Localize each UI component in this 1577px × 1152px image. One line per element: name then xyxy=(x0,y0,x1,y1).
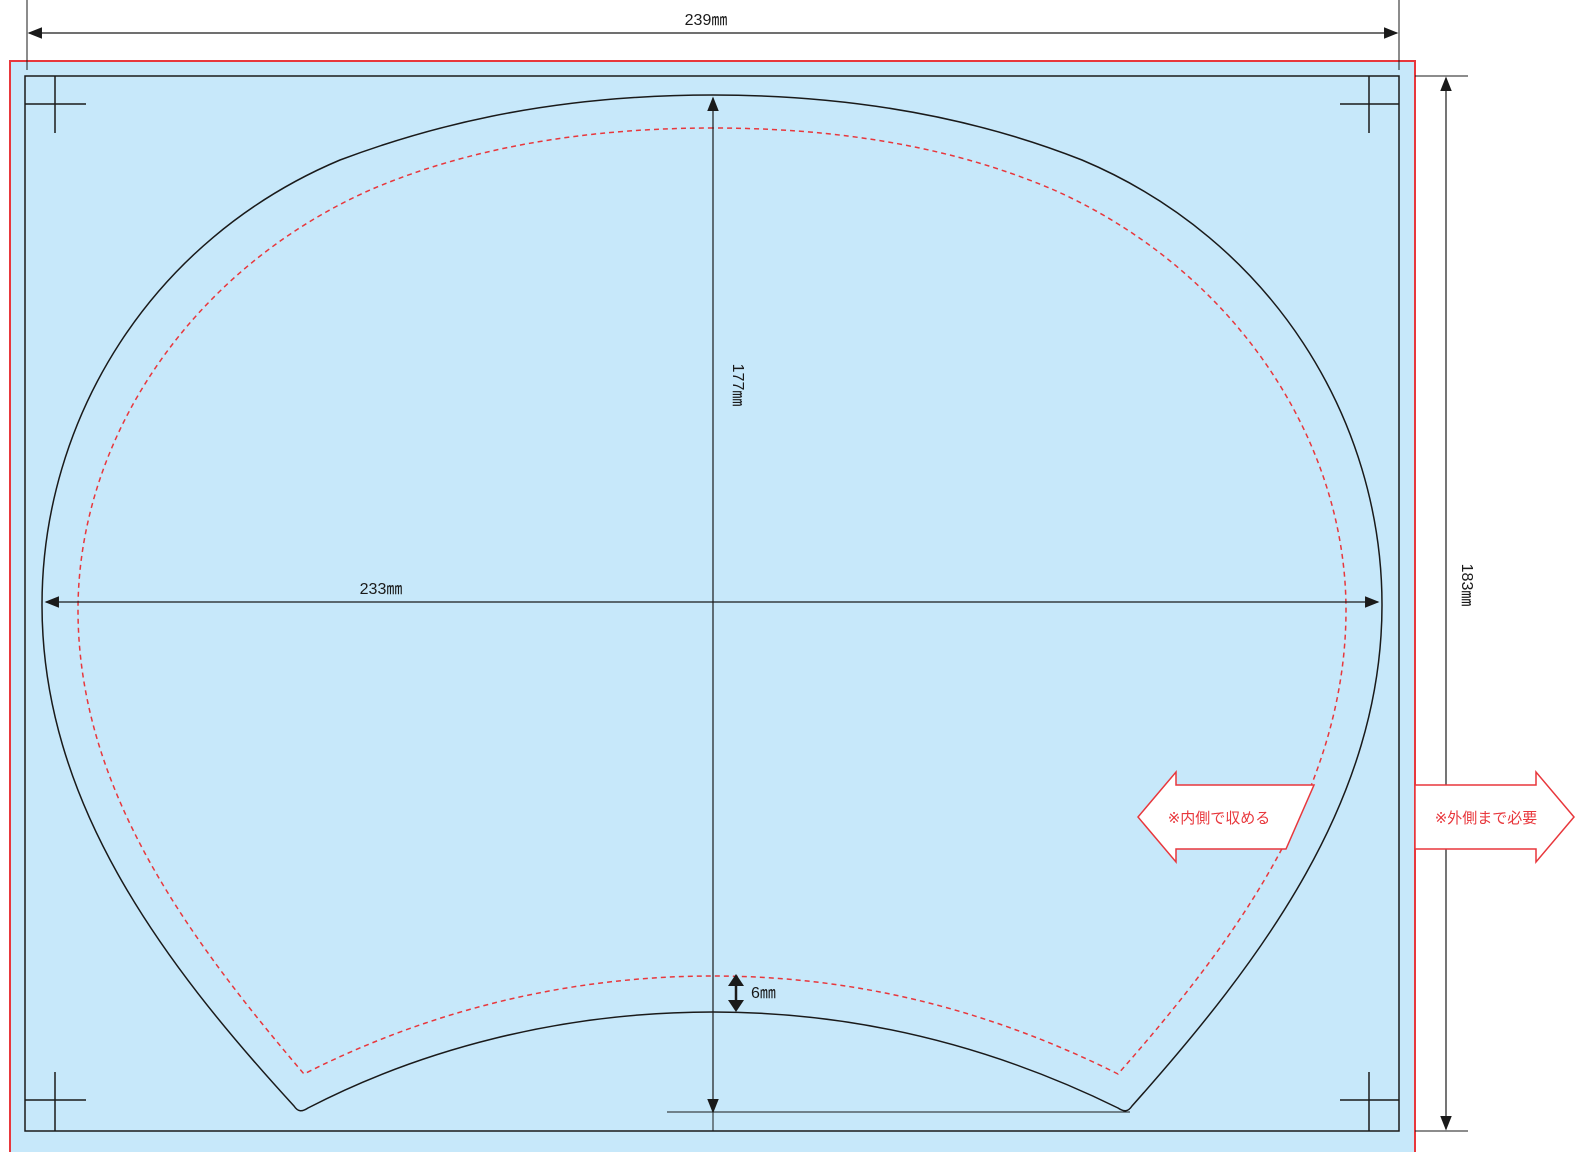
crop-mark-top-right-icon xyxy=(1340,76,1399,133)
safe-area-dashed-line xyxy=(77,127,1347,1075)
margin-dimension: 6㎜ xyxy=(728,974,776,1012)
crop-mark-bottom-left-icon xyxy=(25,1072,86,1131)
overall-width-label: 239㎜ xyxy=(685,12,728,29)
trim-rectangle xyxy=(24,75,1400,1132)
outside-note: ※外側まで必要 xyxy=(1435,809,1538,827)
outside-callout: ※外側まで必要 xyxy=(1414,769,1575,865)
left-arrow-icon xyxy=(1137,769,1316,865)
margin-label: 6㎜ xyxy=(751,985,776,1002)
crop-mark-bottom-right-icon xyxy=(1340,1072,1399,1131)
shape-width-label: 233㎜ xyxy=(360,581,403,598)
right-arrow-icon xyxy=(1414,769,1575,865)
inside-note: ※内側で収める xyxy=(1168,809,1271,827)
crop-mark-top-left-icon xyxy=(25,76,86,133)
margin-arrow-up-icon xyxy=(728,974,744,986)
shape-height-dimension: 177㎜ xyxy=(667,96,1130,1131)
overall-height-label: 183㎜ xyxy=(1458,564,1475,607)
overall-height-dimension: 183㎜ xyxy=(1415,75,1475,1132)
margin-arrow-down-icon xyxy=(728,1000,744,1012)
crop-marks xyxy=(25,76,1399,1131)
shape-height-label: 177㎜ xyxy=(729,364,746,407)
inside-callout: ※内側で収める xyxy=(1137,769,1316,865)
overall-width-dimension: 239㎜ xyxy=(26,0,1400,70)
